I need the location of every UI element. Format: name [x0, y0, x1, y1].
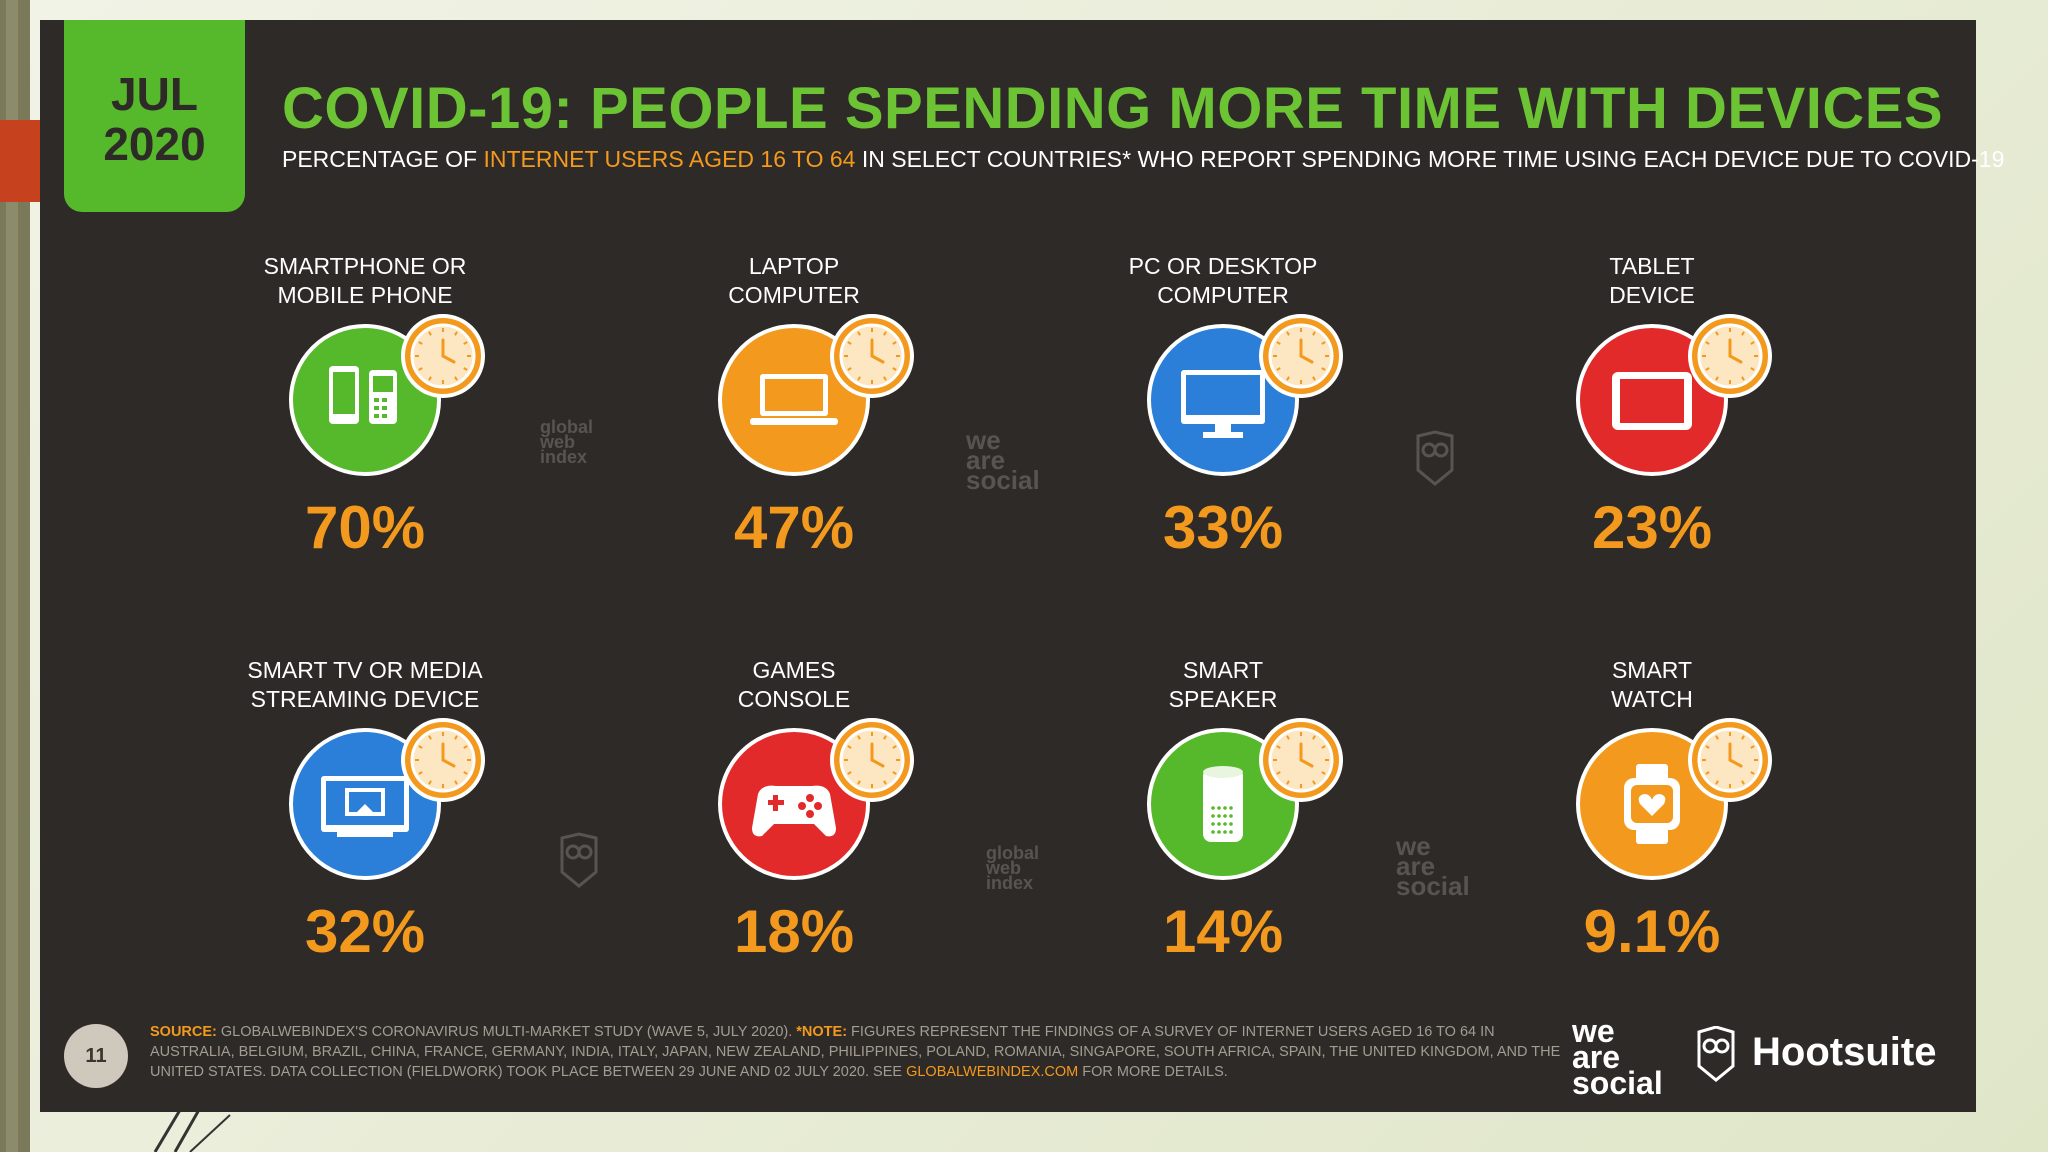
we-are-social-logo: we are social [1572, 1013, 1663, 1101]
smart-tv-icon [321, 776, 409, 837]
owl-watermark-icon [560, 832, 598, 888]
page-subtitle: PERCENTAGE OF INTERNET USERS AGED 16 TO … [282, 144, 2004, 174]
device-card: TABLET DEVICE 23% [1522, 252, 1782, 582]
tablet-icon [1612, 372, 1692, 430]
date-badge: JUL 2020 [64, 20, 245, 212]
device-percentage: 70% [304, 494, 426, 561]
hootsuite-owl-icon [1697, 1026, 1735, 1082]
device-percentage: 14% [1162, 898, 1284, 965]
device-label: TABLET DEVICE [1609, 253, 1695, 308]
device-card: LAPTOP COMPUTER 47% [664, 252, 924, 582]
device-card: SMARTPHONE OR MOBILE PHONE 70% [235, 252, 495, 582]
device-card: GAMES CONSOLE 18% [664, 656, 924, 986]
subtitle-prefix: PERCENTAGE OF [282, 146, 484, 172]
clock-icon [1688, 718, 1772, 802]
gwi-watermark: global web index [540, 417, 593, 467]
clock-icon [1259, 314, 1343, 398]
tail-text: FOR MORE DETAILS. [1078, 1064, 1228, 1080]
device-label: SMART SPEAKER [1168, 657, 1278, 712]
laptop-icon [750, 374, 838, 425]
page-number: 11 [64, 1024, 128, 1088]
device-percentage: 33% [1162, 494, 1284, 561]
date-year: 2020 [103, 118, 206, 170]
device-card: SMART TV OR MEDIA STREAMING DEVICE 32% [235, 656, 495, 986]
device-card: PC OR DESKTOP COMPUTER 33% [1093, 252, 1353, 582]
clock-icon [1688, 314, 1772, 398]
subtitle-suffix: IN SELECT COUNTRIES* WHO REPORT SPENDING… [855, 146, 2005, 172]
device-label: SMART WATCH [1611, 657, 1693, 712]
device-card: SMART WATCH 9.1% [1522, 656, 1782, 986]
device-percentage: 23% [1591, 494, 1713, 561]
desktop-icon [1181, 370, 1265, 438]
device-percentage: 18% [733, 898, 855, 965]
hootsuite-logo: Hootsuite [1752, 1030, 1937, 1074]
subtitle-highlight: INTERNET USERS AGED 16 TO 64 [483, 146, 856, 172]
note-text: FIGURES REPRESENT THE FINDINGS OF A SURV… [150, 1024, 1561, 1080]
gamepad-icon [752, 785, 836, 837]
device-percentage: 47% [733, 494, 855, 561]
clock-icon [401, 314, 485, 398]
source-text: GLOBALWEBINDEX'S CORONAVIRUS MULTI-MARKE… [216, 1024, 797, 1040]
gwi-watermark: global web index [986, 843, 1039, 893]
clock-icon [401, 718, 485, 802]
device-percentage: 9.1% [1583, 898, 1721, 965]
device-label: SMARTPHONE OR MOBILE PHONE [263, 253, 467, 308]
smartphone-icon [329, 366, 397, 424]
date-month: JUL [111, 68, 198, 120]
slide: JUL 2020 COVID-19: PEOPLE SPENDING MORE … [40, 20, 2004, 1112]
clock-icon [1259, 718, 1343, 802]
device-card: SMART SPEAKER 14% [1093, 656, 1353, 986]
smartwatch-icon [1624, 764, 1680, 844]
device-percentage: 32% [304, 898, 426, 965]
red-accent-tab [0, 120, 40, 202]
page-title: COVID-19: PEOPLE SPENDING MORE TIME WITH… [282, 76, 1944, 141]
owl-watermark-icon [1416, 430, 1454, 486]
was-watermark: we are social [966, 425, 1040, 495]
source-label: SOURCE: [150, 1024, 217, 1040]
note-label: *NOTE: [796, 1024, 848, 1040]
device-label: LAPTOP COMPUTER [728, 253, 860, 308]
source-footnote: SOURCE: GLOBALWEBINDEX'S CORONAVIRUS MUL… [150, 1022, 1570, 1082]
clock-icon [830, 718, 914, 802]
smart-speaker-icon [1203, 766, 1243, 842]
gwi-link[interactable]: GLOBALWEBINDEX.COM [906, 1064, 1079, 1080]
device-label: PC OR DESKTOP COMPUTER [1128, 253, 1318, 308]
left-decorative-bar-inner [6, 0, 18, 1152]
device-label: GAMES CONSOLE [737, 657, 851, 712]
was-watermark: we are social [1396, 831, 1470, 901]
clock-icon [830, 314, 914, 398]
device-label: SMART TV OR MEDIA STREAMING DEVICE [247, 657, 483, 712]
